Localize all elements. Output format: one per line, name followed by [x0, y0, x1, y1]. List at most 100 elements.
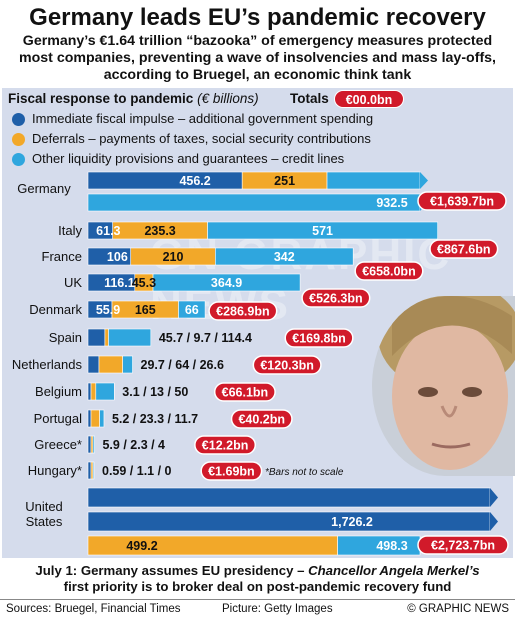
- total-portugal: €40.2bn: [238, 413, 285, 427]
- total-uk: €526.3bn: [309, 292, 363, 306]
- label-us-liquidity: 498.3: [376, 539, 407, 553]
- label-uk-liquidity: 364.9: [211, 276, 242, 290]
- country-label-states: States: [26, 514, 63, 529]
- legend-impulse-swatch: [12, 113, 25, 126]
- totals-heading: Totals: [290, 91, 329, 106]
- bars-not-to-scale-note: *Bars not to scale: [265, 467, 344, 478]
- total-italy: €867.6bn: [437, 243, 491, 257]
- bar-portugal-deferral: [90, 409, 100, 428]
- country-label-spain: Spain: [49, 330, 82, 345]
- bar-hungary-liquidity: [92, 461, 95, 480]
- footer-note-prefix: July 1: Germany assumes EU presidency –: [35, 563, 305, 578]
- total-france-bg: [354, 261, 424, 281]
- bar-spain-impulse: [87, 328, 106, 347]
- total-portugal-bg: [230, 409, 293, 429]
- total-france: €658.0bn: [362, 265, 416, 279]
- bar-uk-liquidity: [152, 273, 301, 292]
- bar-us-impulse-b: [87, 511, 491, 532]
- bar-portugal-impulse: [87, 409, 92, 428]
- bar-us-arrow-a: [490, 488, 498, 507]
- bar-france-liquidity: [215, 247, 354, 266]
- legend-unit: (€ billions): [197, 91, 259, 106]
- country-label-hungary: Hungary*: [28, 463, 82, 478]
- bar-greece-liquidity: [92, 435, 95, 454]
- legend-liquidity-label: Other liquidity provisions and guarantee…: [32, 151, 345, 166]
- bar-belgium-liquidity: [95, 382, 115, 401]
- label-uk-impulse: 116.1: [104, 276, 135, 290]
- label-us-deferral: 499.2: [126, 539, 157, 553]
- chart-title: Germany leads EU’s pandemic recovery: [29, 4, 486, 31]
- total-denmark-bg: [208, 301, 278, 321]
- total-netherlands-bg: [252, 355, 322, 375]
- bar-hungary-deferral: [90, 461, 94, 480]
- values-greece: 5.9 / 2.3 / 4: [102, 438, 165, 452]
- label-uk-deferral: 45.3: [132, 276, 156, 290]
- label-us-impulse: 1,726.2: [331, 515, 373, 529]
- country-label-netherlands: Netherlands: [12, 357, 83, 372]
- country-label-italy: Italy: [58, 223, 82, 238]
- total-germany-bg: [417, 191, 507, 211]
- country-label-portugal: Portugal: [34, 411, 83, 426]
- picture-credit: Picture: Getty Images: [222, 603, 333, 615]
- total-greece: €12.2bn: [202, 439, 249, 453]
- values-spain: 45.7 / 9.7 / 114.4: [159, 331, 252, 345]
- bar-germany-impulse: [87, 171, 243, 190]
- label-france-deferral: 210: [163, 250, 184, 264]
- country-label-germany: Germany: [17, 181, 71, 196]
- chart-subtitle: Germany’s €1.64 trillion “bazooka” of em…: [18, 33, 496, 83]
- total-us: €2,723.7bn: [431, 539, 495, 553]
- values-belgium: 3.1 / 13 / 50: [122, 385, 188, 399]
- total-hungary: €1.69bn: [208, 465, 255, 479]
- sources-credit: Sources: Bruegel, Financial Times: [6, 603, 181, 615]
- values-hungary: 0.59 / 1.1 / 0: [102, 464, 172, 478]
- bar-germany-liquidity-a: [326, 171, 421, 190]
- bar-belgium-impulse: [87, 382, 92, 401]
- label-denmark-impulse: 55.9: [96, 303, 120, 317]
- bar-us-arrow-b: [490, 512, 498, 531]
- legend-impulse-label: Immediate fiscal impulse – additional go…: [32, 111, 374, 126]
- chart-svg: Germany 456.2 251 932.5 €1,639.7bn Italy 61.3 2…: [12, 171, 509, 556]
- total-spain-bg: [284, 328, 354, 348]
- label-denmark-deferral: 165: [135, 303, 156, 317]
- footer-note: July 1: Germany assumes EU presidency – …: [0, 563, 515, 595]
- label-france-impulse: 106: [107, 250, 128, 264]
- bar-hungary-impulse: [87, 461, 92, 480]
- legend-deferral-label: Deferrals – payments of taxes, social se…: [32, 131, 371, 146]
- values-netherlands: 29.7 / 64 / 26.6: [141, 358, 224, 372]
- legend-heading-text: Fiscal response to pandemic: [8, 91, 194, 106]
- total-germany: €1,639.7bn: [430, 195, 494, 209]
- bar-italy-liquidity: [207, 221, 438, 240]
- merkel-photo: [372, 296, 515, 476]
- label-denmark-liquidity: 66: [185, 303, 199, 317]
- label-italy-impulse: 61.3: [96, 224, 120, 238]
- copyright: © GRAPHIC NEWS: [407, 603, 509, 615]
- country-label-united: United: [25, 499, 63, 514]
- bar-belgium-deferral: [90, 382, 97, 401]
- legend-deferral-swatch: [12, 133, 25, 146]
- label-italy-deferral: 235.3: [144, 224, 175, 238]
- label-italy-liquidity: 571: [312, 224, 333, 238]
- legend-heading: Fiscal response to pandemic (€ billions): [8, 91, 259, 106]
- country-label-denmark: Denmark: [29, 302, 82, 317]
- bar-greece-deferral: [90, 435, 94, 454]
- total-greece-bg: [194, 435, 257, 455]
- total-belgium-bg: [213, 382, 276, 402]
- label-germany-liquidity: 932.5: [376, 196, 407, 210]
- values-portugal: 5.2 / 23.3 / 11.7: [112, 412, 198, 426]
- bar-greece-impulse: [87, 435, 92, 454]
- bar-spain-liquidity: [108, 328, 152, 347]
- bar-netherlands-deferral: [98, 355, 123, 374]
- legend-liquidity-swatch: [12, 153, 25, 166]
- bar-germany-liquidity-b: [87, 193, 421, 212]
- bar-netherlands-liquidity: [122, 355, 133, 374]
- label-germany-deferral: 251: [274, 174, 295, 188]
- bar-us-impulse-a: [87, 487, 491, 508]
- country-label-uk: UK: [64, 275, 82, 290]
- label-germany-impulse: 456.2: [179, 174, 210, 188]
- total-us-bg: [417, 535, 509, 555]
- total-netherlands: €120.3bn: [260, 359, 314, 373]
- total-denmark: €286.9bn: [216, 305, 270, 319]
- bar-spain-deferral: [104, 328, 109, 347]
- total-spain: €169.8bn: [292, 332, 346, 346]
- total-hungary-bg: [200, 461, 263, 481]
